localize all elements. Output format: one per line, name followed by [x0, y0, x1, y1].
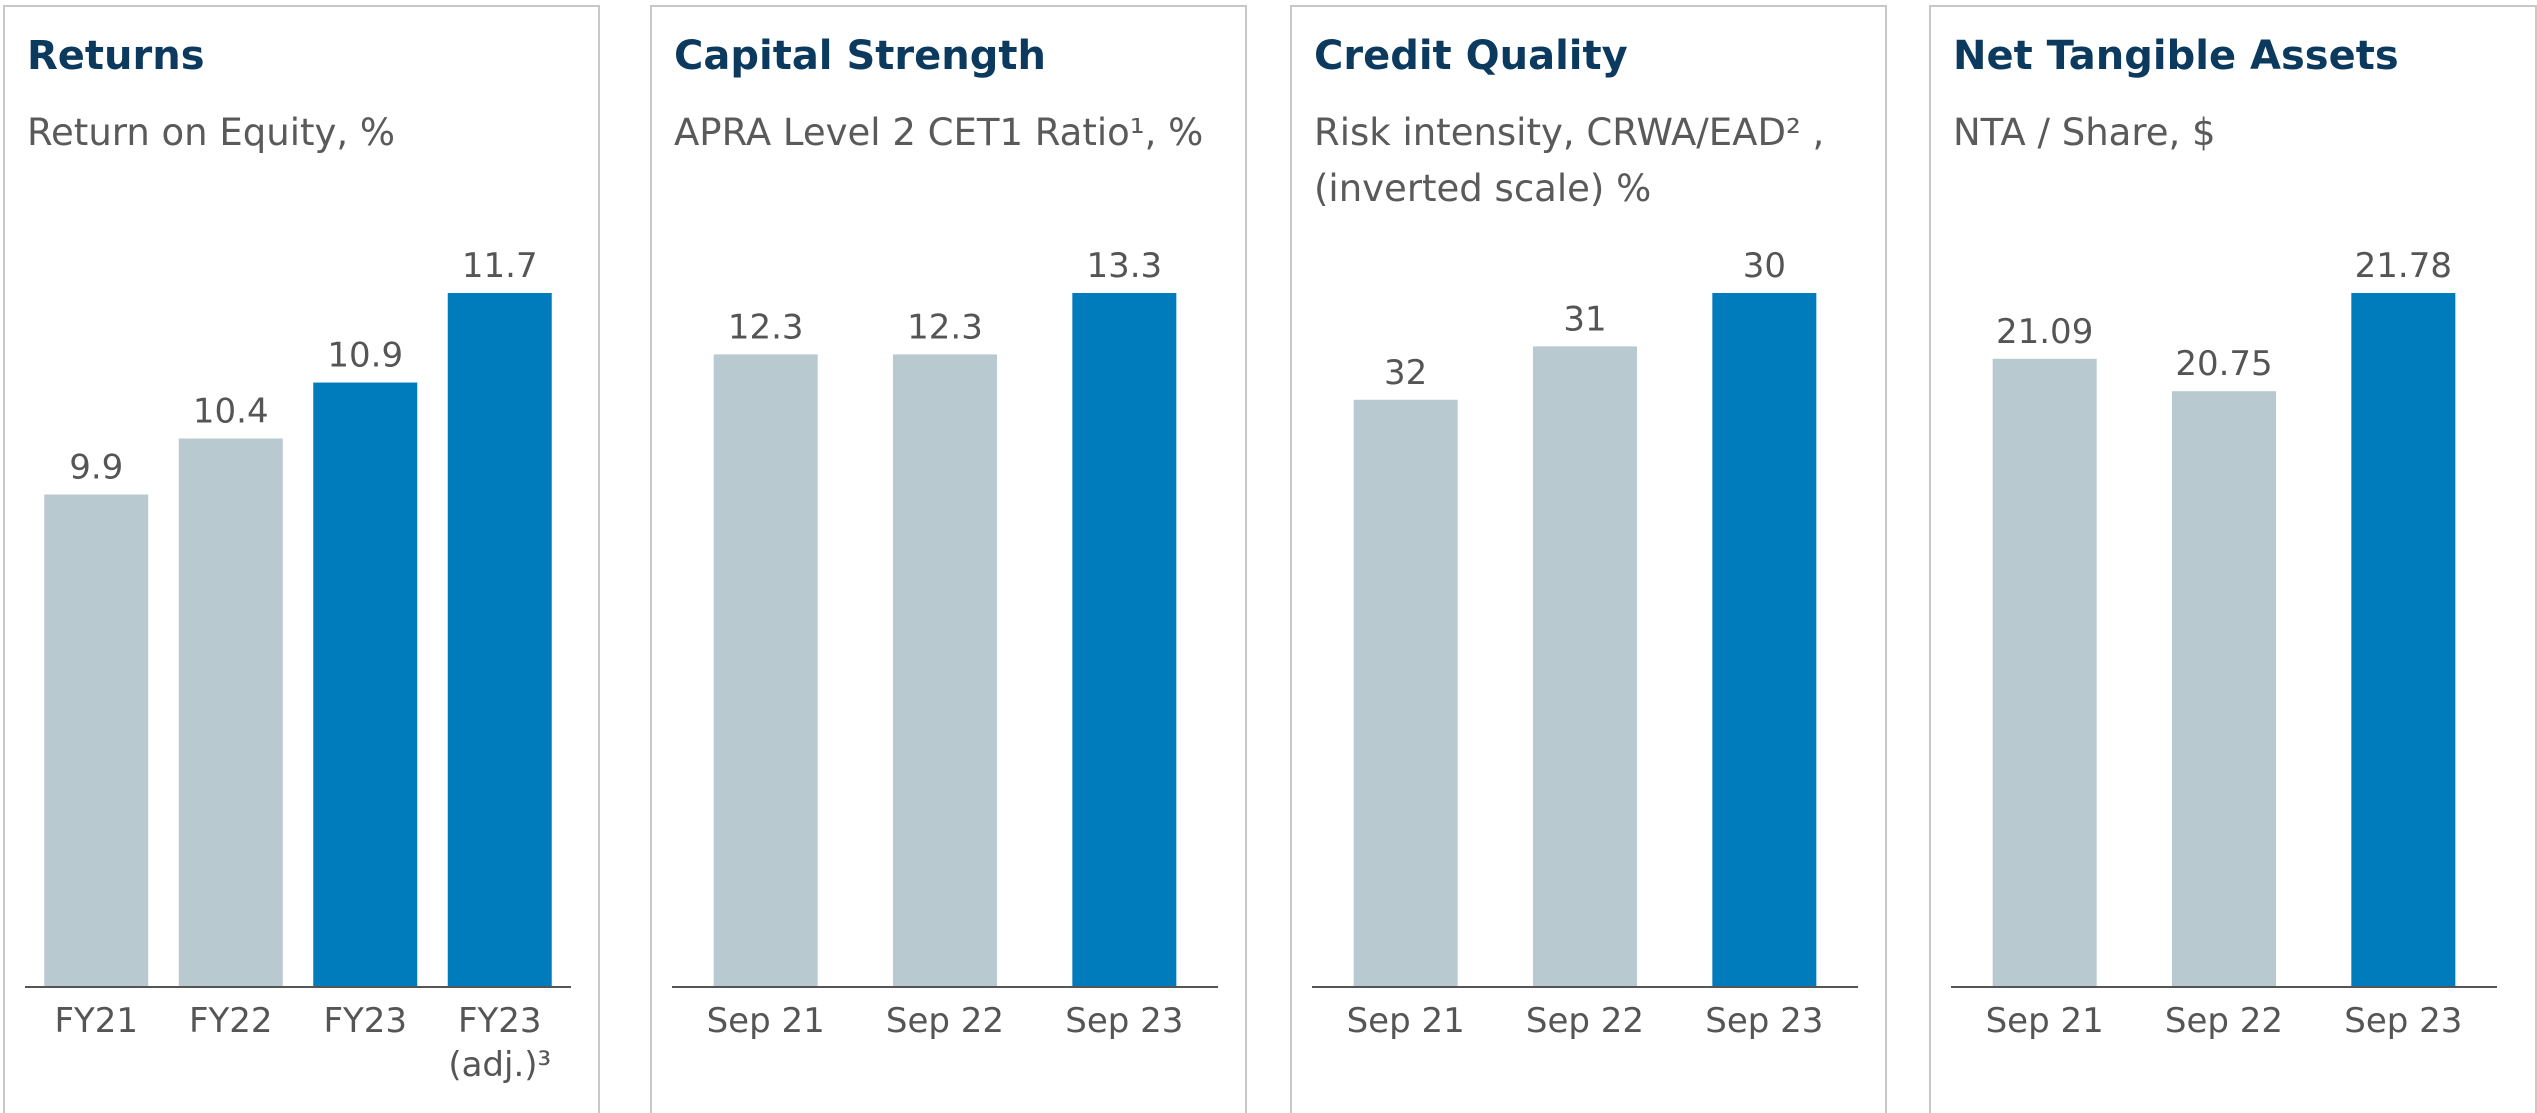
chart-title: Capital Strength: [674, 33, 1046, 79]
value-label: 10.4: [193, 392, 269, 432]
chart-panel: Capital Strength APRA Level 2 CET1 Ratio¹…: [650, 5, 1247, 1113]
chart-panel: Returns Return on Equity, % 9.9 10.4 10.9 11.…: [3, 5, 600, 1113]
bar: [178, 438, 283, 988]
bar: [1353, 399, 1458, 987]
value-label: 10.9: [327, 336, 403, 376]
value-label: 11.7: [462, 246, 538, 286]
chart-title: Credit Quality: [1314, 33, 1628, 79]
bar: [893, 354, 997, 988]
x-tick-label: FY23 (adj.)³: [448, 1001, 552, 1085]
bar: [44, 494, 149, 987]
chart-title: Returns: [27, 33, 205, 79]
x-tick-label: Sep 22: [885, 1001, 1005, 1041]
chart: 9.9 10.4 10.9 11.7: [25, 246, 571, 988]
bar: [1712, 293, 1817, 987]
chart-subtitle: Return on Equity, %: [27, 111, 396, 154]
chart-panel: Credit Quality Risk intensity, CRWA/EAD² …: [1290, 5, 1887, 1113]
chart: 32 31 30: [1312, 246, 1858, 988]
value-label: 12.3: [728, 307, 804, 347]
value-label: 20.75: [2175, 344, 2272, 384]
bar: [447, 293, 552, 987]
x-tick-label: Sep 21: [706, 1001, 825, 1041]
x-tick-label: FY22: [188, 1001, 273, 1041]
chart: 12.3 12.3 13.3: [672, 246, 1218, 988]
x-tick-label: Sep 21: [1985, 1001, 2104, 1041]
chart: 21.09 20.75 21.78: [1951, 246, 2497, 988]
chart-subtitle: NTA / Share, $: [1953, 111, 2216, 154]
x-tick-label: Sep 22: [2164, 1001, 2284, 1041]
bar: [1072, 293, 1177, 987]
value-label: 12.3: [907, 307, 983, 347]
bar: [313, 382, 418, 987]
x-tick-label: Sep 23: [1705, 1001, 1824, 1041]
bar: [2172, 391, 2276, 987]
value-label: 30: [1743, 246, 1786, 286]
value-label: 9.9: [69, 447, 123, 487]
x-tick-label: Sep 23: [2344, 1001, 2463, 1041]
value-label: 21.09: [1996, 312, 2093, 352]
x-tick-label: Sep 22: [1525, 1001, 1645, 1041]
value-label: 32: [1384, 353, 1427, 393]
x-tick-label: FY21: [54, 1001, 139, 1041]
value-label: 31: [1563, 299, 1606, 339]
chart-panel: Net Tangible Assets NTA / Share, $ 21.09 20…: [1929, 5, 2537, 1113]
x-tick-label: Sep 23: [1065, 1001, 1184, 1041]
x-tick-label: Sep 21: [1346, 1001, 1465, 1041]
value-label: 13.3: [1086, 246, 1162, 286]
chart-title: Net Tangible Assets: [1953, 33, 2399, 79]
bar: [1533, 346, 1637, 987]
value-label: 21.78: [2355, 246, 2452, 286]
bar: [2351, 293, 2456, 987]
bar: [713, 354, 818, 988]
bar: [1992, 358, 2097, 987]
chart-subtitle: Risk intensity, CRWA/EAD² , (inverted sc…: [1314, 111, 1825, 210]
chart-subtitle: APRA Level 2 CET1 Ratio¹, %: [674, 111, 1204, 154]
x-tick-label: FY23: [323, 1001, 408, 1041]
